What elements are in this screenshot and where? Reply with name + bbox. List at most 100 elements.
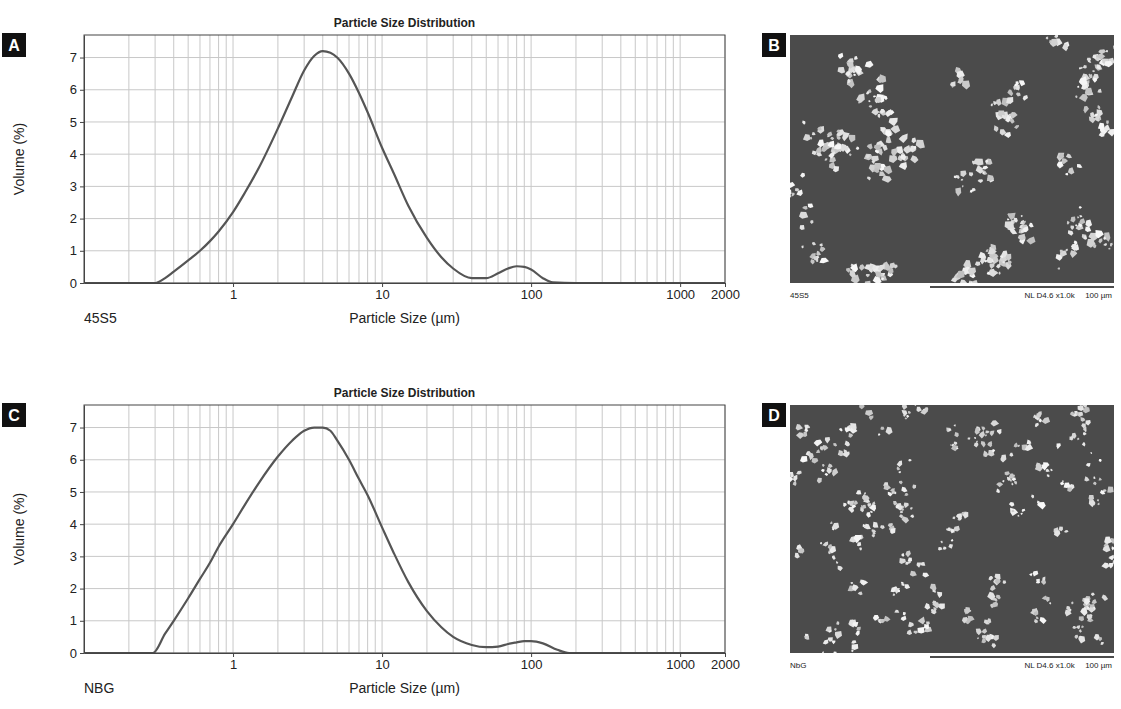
image-particle	[1010, 508, 1018, 516]
image-particle	[838, 566, 843, 571]
grid-line-x	[173, 35, 174, 283]
image-particle	[976, 629, 982, 636]
image-particle	[800, 225, 805, 230]
image-particle	[932, 610, 936, 614]
image-particle	[1031, 495, 1034, 499]
image-particle	[880, 427, 884, 430]
grid-line-x	[531, 405, 532, 653]
image-particle	[1086, 463, 1091, 467]
image-particle	[885, 130, 892, 137]
image-particle	[856, 94, 865, 103]
image-particle	[910, 515, 914, 519]
grid-line-x	[426, 35, 427, 283]
image-particle	[1010, 229, 1018, 235]
image-particle	[961, 170, 967, 177]
image-particle	[796, 471, 802, 475]
image-particle	[845, 427, 851, 432]
image-particle	[878, 74, 886, 83]
grid-line-y	[84, 57, 725, 58]
y-tick-label: 2	[70, 211, 77, 226]
image-particle	[1030, 608, 1038, 615]
image-particle	[1060, 250, 1063, 253]
image-particle	[981, 427, 985, 432]
image-particle	[1085, 89, 1093, 96]
image-particle	[1010, 118, 1015, 123]
grid-line-x	[508, 35, 509, 283]
image-particle	[993, 601, 998, 607]
image-particle	[1079, 218, 1085, 224]
image-particle	[950, 81, 956, 87]
y-axis-line	[84, 406, 85, 654]
image-particle	[854, 56, 858, 60]
image-particle	[843, 503, 847, 507]
image-particle	[1036, 616, 1039, 619]
image-particle	[994, 125, 999, 132]
image-particle	[1042, 417, 1050, 424]
image-particle	[993, 635, 999, 641]
image-particle	[989, 576, 994, 581]
y-tick-mark	[80, 219, 84, 220]
image-particle	[854, 501, 858, 505]
image-particle	[899, 481, 903, 485]
image-particle	[857, 542, 861, 546]
image-particle	[899, 162, 907, 170]
image-particle	[1104, 537, 1112, 544]
image-particle	[1088, 60, 1092, 63]
image-particle	[1037, 500, 1040, 503]
image-info: NL D4.6 x1.0k	[1024, 291, 1075, 300]
grid-line-x	[665, 405, 666, 653]
image-particle	[1097, 89, 1101, 93]
image-particle	[1095, 64, 1103, 70]
image-particle	[969, 172, 973, 176]
image-particle	[810, 220, 814, 224]
image-particle	[961, 179, 964, 181]
image-particle	[812, 151, 817, 156]
image-particle	[828, 551, 831, 555]
image-particle	[1097, 503, 1099, 506]
grid-line-x	[575, 35, 576, 283]
image-particle	[839, 428, 843, 432]
grid-line-x	[471, 35, 472, 283]
image-particle	[821, 469, 825, 472]
y-tick-label: 5	[70, 485, 77, 500]
image-particle	[822, 651, 824, 653]
image-particle	[1039, 419, 1043, 423]
image-particle	[901, 616, 907, 621]
image-particle	[871, 108, 878, 116]
image-particle	[802, 206, 808, 210]
image-particle	[987, 272, 990, 275]
image-particle	[951, 278, 957, 283]
image-particle	[1069, 436, 1073, 441]
image-particle	[795, 553, 800, 559]
image-particle	[790, 195, 791, 198]
image-particle	[890, 488, 895, 492]
grid-line-y	[84, 154, 725, 155]
image-particle	[802, 120, 805, 124]
grid-line-y	[84, 524, 725, 525]
image-particle	[954, 424, 956, 426]
y-tick-label: 3	[70, 549, 77, 564]
image-particle	[988, 248, 997, 255]
image-particle	[1014, 86, 1017, 90]
image-particle	[907, 629, 912, 635]
image-particle	[816, 251, 821, 256]
image-particle	[1098, 637, 1102, 641]
distribution-line	[84, 428, 725, 653]
image-particle	[829, 630, 832, 633]
image-particle	[1042, 465, 1047, 471]
image-particle	[819, 258, 829, 263]
image-particle	[1098, 49, 1106, 54]
image-particle	[1009, 453, 1013, 457]
image-particle	[996, 99, 1002, 106]
y-tick: 3	[70, 179, 84, 194]
image-particle	[897, 460, 903, 467]
image-particle	[886, 137, 892, 143]
y-axis: 01234567	[70, 406, 85, 661]
image-texture	[790, 35, 1114, 283]
x-axis-title: Particle Size (µm)	[349, 310, 460, 326]
image-particle	[1092, 70, 1095, 72]
image-particle	[954, 442, 958, 446]
image-particle	[897, 467, 901, 471]
image-particle	[851, 650, 853, 653]
image-particle	[1057, 162, 1063, 168]
